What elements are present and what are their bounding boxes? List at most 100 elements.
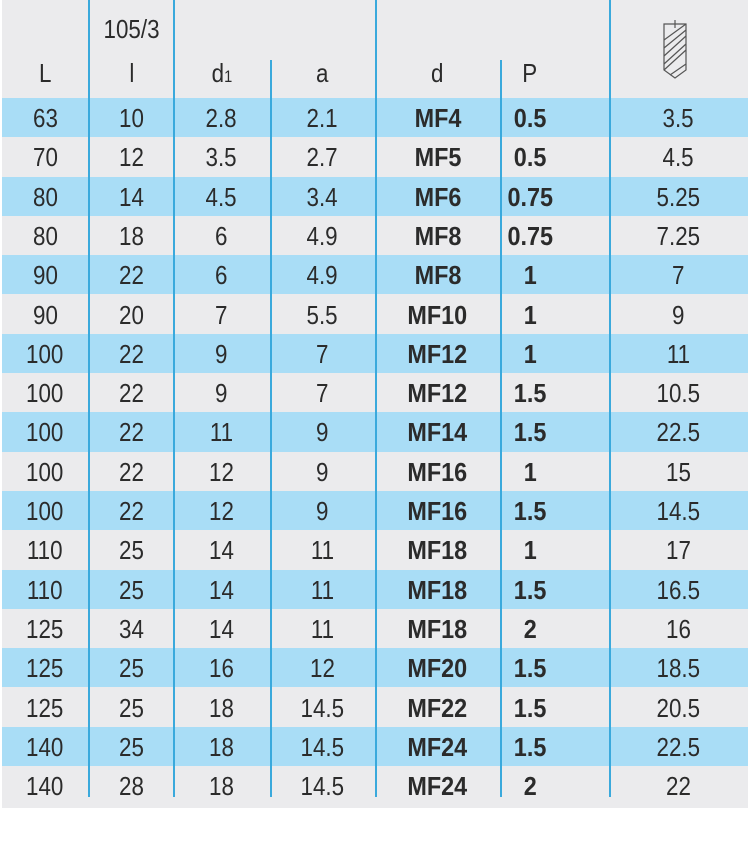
divider	[609, 0, 611, 797]
cell-l: 20	[119, 299, 144, 330]
cell-P: 0.5	[513, 142, 547, 173]
header-l: l	[129, 58, 134, 88]
cell-L: 125	[26, 653, 64, 684]
cell-drill-diameter: 18.5	[656, 653, 701, 684]
cell-d: MF6	[414, 181, 461, 212]
cell-d1: 14	[209, 574, 234, 605]
cell-l: 10	[119, 103, 144, 133]
cell-d1: 18	[209, 771, 234, 802]
cell-drill-diameter: 10.5	[656, 378, 701, 409]
cell-L: 140	[26, 731, 64, 762]
cell-l: 18	[119, 220, 144, 251]
divider	[88, 0, 90, 797]
cell-d1: 9	[215, 378, 228, 409]
cell-a: 4.9	[306, 220, 339, 251]
cell-l: 28	[119, 771, 144, 802]
cell-d: MF5	[414, 142, 461, 173]
cell-d: MF24	[407, 731, 468, 762]
cell-a: 14.5	[300, 731, 345, 762]
cell-d1: 3.5	[205, 142, 238, 173]
twist-drill-icon	[660, 20, 690, 85]
cell-P: 1.5	[513, 496, 547, 526]
cell-drill-diameter: 4.5	[662, 142, 695, 173]
cell-P: 2	[523, 613, 537, 644]
cell-a: 5.5	[306, 299, 339, 330]
cell-a: 2.7	[306, 142, 339, 173]
cell-d: MF16	[407, 456, 468, 487]
table-row: 110 25 14 11 MF18 1 17	[2, 530, 748, 569]
table-row: 100 22 12 9 MF16 1 15	[2, 452, 748, 491]
cell-l: 25	[119, 535, 144, 566]
cell-drill-diameter: 9	[672, 299, 685, 330]
cell-d1: 18	[209, 692, 234, 723]
cell-drill-diameter: 11	[666, 338, 691, 369]
cell-l: 14	[119, 181, 144, 212]
cell-a: 4.9	[306, 260, 339, 291]
table-row: 70 12 3.5 2.7 MF5 0.5 4.5	[2, 137, 748, 176]
cell-L: 100	[26, 496, 64, 526]
cell-d: MF12	[407, 338, 468, 369]
cell-d: MF18	[407, 535, 468, 566]
cell-L: 140	[26, 771, 64, 802]
header-a: a	[316, 58, 329, 88]
cell-a: 9	[316, 496, 329, 526]
cell-P: 1	[523, 299, 537, 330]
cell-d: MF16	[407, 496, 468, 526]
cell-d1: 16	[209, 653, 234, 684]
cell-a: 14.5	[300, 692, 345, 723]
cell-d: MF12	[407, 378, 468, 409]
cell-L: 125	[26, 692, 64, 723]
cell-a: 11	[310, 574, 335, 605]
cell-drill-diameter: 22	[666, 771, 691, 802]
cell-a: 3.4	[306, 181, 339, 212]
cell-d1: 18	[209, 731, 234, 762]
cell-L: 70	[32, 142, 58, 173]
cell-a: 2.1	[306, 103, 339, 133]
header-P: P	[522, 58, 538, 88]
cell-l: 22	[119, 338, 144, 369]
table-row: 100 22 9 7 MF12 1.5 10.5	[2, 373, 748, 412]
cell-a: 7	[316, 378, 329, 409]
cell-L: 80	[32, 181, 58, 212]
cell-d1: 6	[215, 220, 228, 251]
cell-a: 9	[316, 456, 329, 487]
table-row: 125 25 18 14.5 MF22 1.5 20.5	[2, 688, 748, 727]
cell-d1: 14	[209, 535, 234, 566]
divider	[270, 60, 272, 797]
cell-drill-diameter: 20.5	[656, 692, 701, 723]
table-row: 140 28 18 14.5 MF24 2 22	[2, 766, 748, 805]
cell-d1: 11	[209, 417, 234, 448]
cell-d1: 7	[215, 299, 228, 330]
cell-L: 100	[26, 456, 64, 487]
cell-P: 1.5	[513, 574, 547, 605]
cell-drill-diameter: 16	[666, 613, 691, 644]
cell-P: 1	[523, 535, 537, 566]
table-row: 80 18 6 4.9 MF8 0.75 7.25	[2, 216, 748, 255]
cell-drill-diameter: 16.5	[656, 574, 701, 605]
cell-a: 11	[310, 613, 335, 644]
cell-d: MF18	[407, 574, 468, 605]
cell-P: 1	[523, 456, 537, 487]
cell-drill-diameter: 15	[666, 456, 691, 487]
header-d: d	[431, 58, 444, 88]
cell-drill-diameter: 5.25	[656, 181, 701, 212]
cell-L: 90	[32, 260, 58, 291]
cell-d1: 6	[215, 260, 228, 291]
cell-drill-diameter: 3.5	[662, 103, 695, 133]
cell-L: 125	[26, 613, 64, 644]
cell-drill-diameter: 22.5	[656, 731, 701, 762]
cell-P: 2	[523, 771, 537, 802]
cell-d: MF4	[414, 103, 461, 133]
cell-l: 25	[119, 692, 144, 723]
cell-l: 12	[119, 142, 144, 173]
cell-L: 110	[27, 574, 63, 605]
divider	[375, 0, 377, 797]
table-row: 90 20 7 5.5 MF10 1 9	[2, 295, 748, 334]
cell-d: MF14	[407, 417, 468, 448]
header-d1: d1	[211, 58, 232, 88]
cell-a: 7	[316, 338, 329, 369]
cell-l: 34	[119, 613, 144, 644]
cell-L: 100	[26, 338, 64, 369]
cell-P: 1.5	[513, 378, 547, 409]
thread-tap-table: 105/3 L l d1 a d P 63 10 2.8 2.1 MF4 0.5 3.5 70…	[2, 0, 748, 808]
